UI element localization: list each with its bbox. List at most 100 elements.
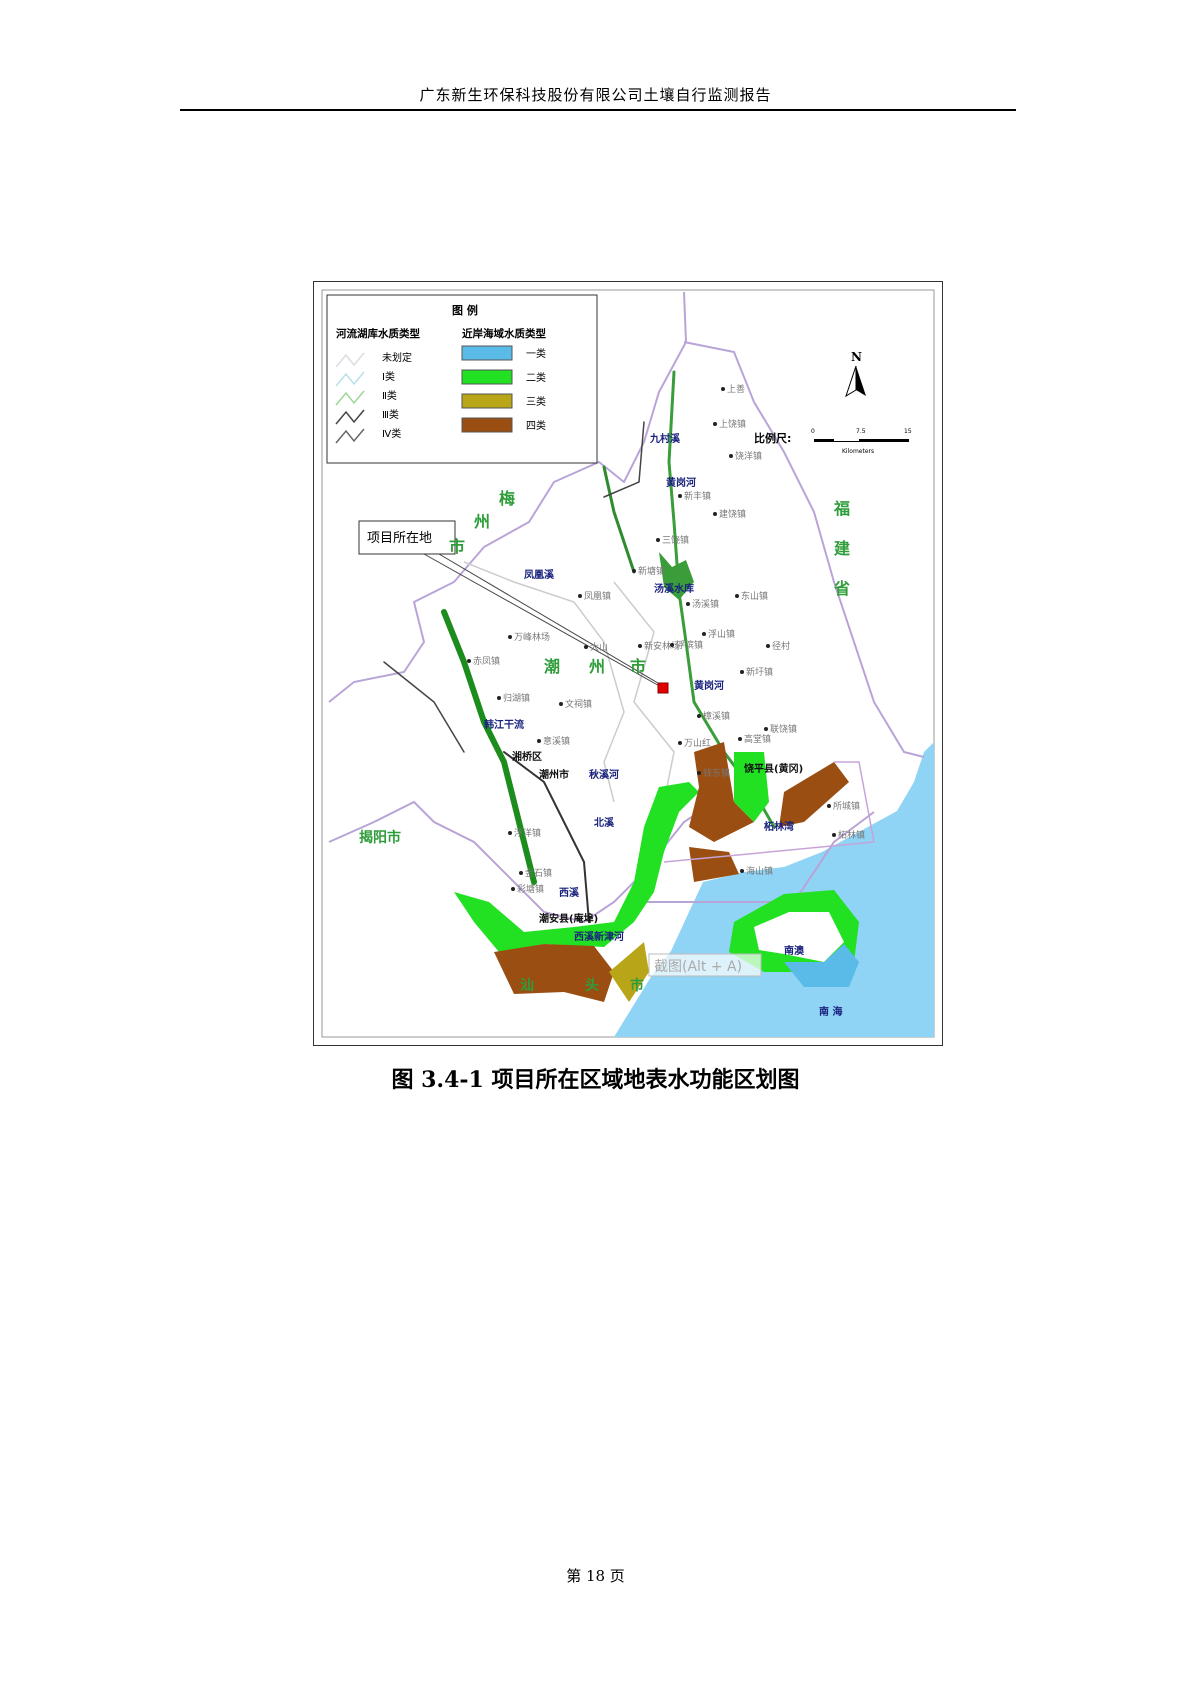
legend-sea-swatch (461, 417, 513, 433)
legend-river-label: Ⅰ类 (382, 370, 395, 383)
river-label: 黄岗河 (694, 679, 724, 692)
town-dot (497, 696, 501, 700)
svg-text:汕: 汕 (520, 977, 534, 994)
town-label: 建饶镇 (719, 508, 746, 520)
town-dot (584, 645, 588, 649)
legend-sea-heading: 近岸海域水质类型 (462, 327, 546, 340)
town-label: 归湖镇 (503, 692, 530, 704)
svg-text:头: 头 (585, 977, 599, 994)
town-label: 万峰林场 (514, 631, 550, 643)
town-dot (656, 538, 660, 542)
town-label: 新塘镇 (638, 565, 665, 577)
river-label: 韩江干流 (484, 718, 524, 731)
legend-title: 图 例 (452, 303, 478, 317)
town-label: 饶洋镇 (735, 450, 762, 462)
river-label: 潮州市 (539, 768, 569, 781)
town-label: 汤溪镇 (692, 598, 719, 610)
town-dot (740, 869, 744, 873)
callout-box (358, 520, 456, 555)
svg-text:福: 福 (833, 499, 850, 518)
river-label: 柘林湾 (763, 820, 794, 833)
legend-river-label: 未划定 (382, 351, 412, 364)
town-dot (713, 512, 717, 516)
legend-river-line (335, 352, 365, 368)
sea-zone-class2 (454, 782, 699, 952)
legend-sea-label: 二类 (526, 371, 546, 384)
svg-text:N: N (851, 350, 862, 364)
river-label: 黄岗河 (666, 476, 696, 489)
svg-text:15: 15 (904, 428, 912, 435)
town-dot (764, 727, 768, 731)
town-dot (832, 833, 836, 837)
legend-river-heading: 河流湖库水质类型 (336, 327, 420, 340)
river-label: 西溪新津河 (574, 930, 624, 943)
legend-river-label: Ⅱ类 (382, 389, 397, 402)
header-divider (180, 109, 1016, 111)
svg-text:梅: 梅 (499, 489, 515, 508)
svg-text:揭阳市: 揭阳市 (359, 829, 401, 846)
nanao-label: 南澳 (784, 944, 805, 957)
svg-text:市: 市 (630, 977, 644, 994)
nanao-class1 (784, 944, 859, 987)
callout-text: 项目所在地 (367, 531, 432, 546)
town-label: 赤凤镇 (473, 655, 500, 667)
town-label: 东山镇 (741, 590, 768, 602)
svg-text:省: 省 (833, 579, 850, 598)
river-label: 西溪 (559, 886, 580, 899)
town-label: 意溪镇 (543, 735, 570, 747)
legend-river-label: Ⅲ类 (382, 408, 399, 421)
sea-zone-class3 (609, 942, 649, 1002)
river-label: 湘桥区 (512, 750, 542, 763)
legend-river-line (335, 428, 365, 444)
legend-sea-label: 一类 (526, 347, 546, 360)
nanao-island (754, 912, 844, 962)
town-dot (467, 659, 471, 663)
town-dot (686, 602, 690, 606)
town-label: 浮洋镇 (514, 827, 541, 839)
legend-river-line (335, 371, 365, 387)
town-label: 凤凰镇 (584, 590, 611, 602)
town-dot (537, 739, 541, 743)
figure-caption: 图 3.4-1 项目所在区域地表水功能区划图 (391, 1067, 800, 1093)
svg-text:Kilometers: Kilometers (842, 448, 874, 455)
town-label: 樟溪镇 (703, 710, 730, 722)
sea-zone-class2-zhelin (734, 752, 769, 822)
svg-text:市: 市 (630, 657, 646, 676)
town-label: 新圩镇 (746, 666, 773, 678)
town-label: 钱东镇 (703, 767, 730, 779)
town-label: 金石镇 (525, 867, 552, 879)
svg-text:比例尺:: 比例尺: (754, 431, 791, 445)
svg-text:市: 市 (449, 537, 465, 556)
project-site-marker (657, 682, 669, 694)
legend-sea-label: 四类 (526, 419, 546, 432)
town-dot (702, 632, 706, 636)
town-label: 彩塘镇 (517, 883, 544, 895)
south-sea-label: 南 海 (819, 1005, 842, 1018)
river-label: 汤溪水库 (654, 582, 694, 595)
river-label: 潮安县(庵埠) (539, 912, 598, 925)
town-dot (697, 714, 701, 718)
page-header: 广东新生环保科技股份有限公司土壤自行监测报告 (419, 86, 772, 104)
river-label: 饶平县(黄冈) (744, 762, 803, 775)
svg-text:0: 0 (811, 428, 815, 435)
svg-text:潮: 潮 (544, 657, 560, 676)
town-dot (827, 804, 831, 808)
callout-leader (423, 553, 664, 689)
legend-river-label: Ⅳ类 (382, 427, 401, 440)
sea-zone-outline (663, 761, 875, 863)
town-dot (511, 887, 515, 891)
town-dot (519, 871, 523, 875)
town-dot (670, 643, 674, 647)
town-dot (559, 702, 563, 706)
admin-boundaries (328, 291, 925, 924)
reservoir (659, 552, 694, 600)
town-dot (713, 422, 717, 426)
svg-text:7.5: 7.5 (856, 428, 866, 435)
town-dot (740, 670, 744, 674)
sea-zone-class4-zhelin (689, 742, 754, 842)
town-label: 上善 (727, 383, 745, 395)
town-label: 浮山镇 (708, 628, 735, 640)
svg-text:州: 州 (473, 512, 490, 531)
legend: 图 例 河流湖库水质类型 近岸海域水质类型 未划定 Ⅰ类 Ⅱ类 Ⅲ类 Ⅳ类 一类二类三类… (326, 294, 598, 464)
town-dot (738, 737, 742, 741)
